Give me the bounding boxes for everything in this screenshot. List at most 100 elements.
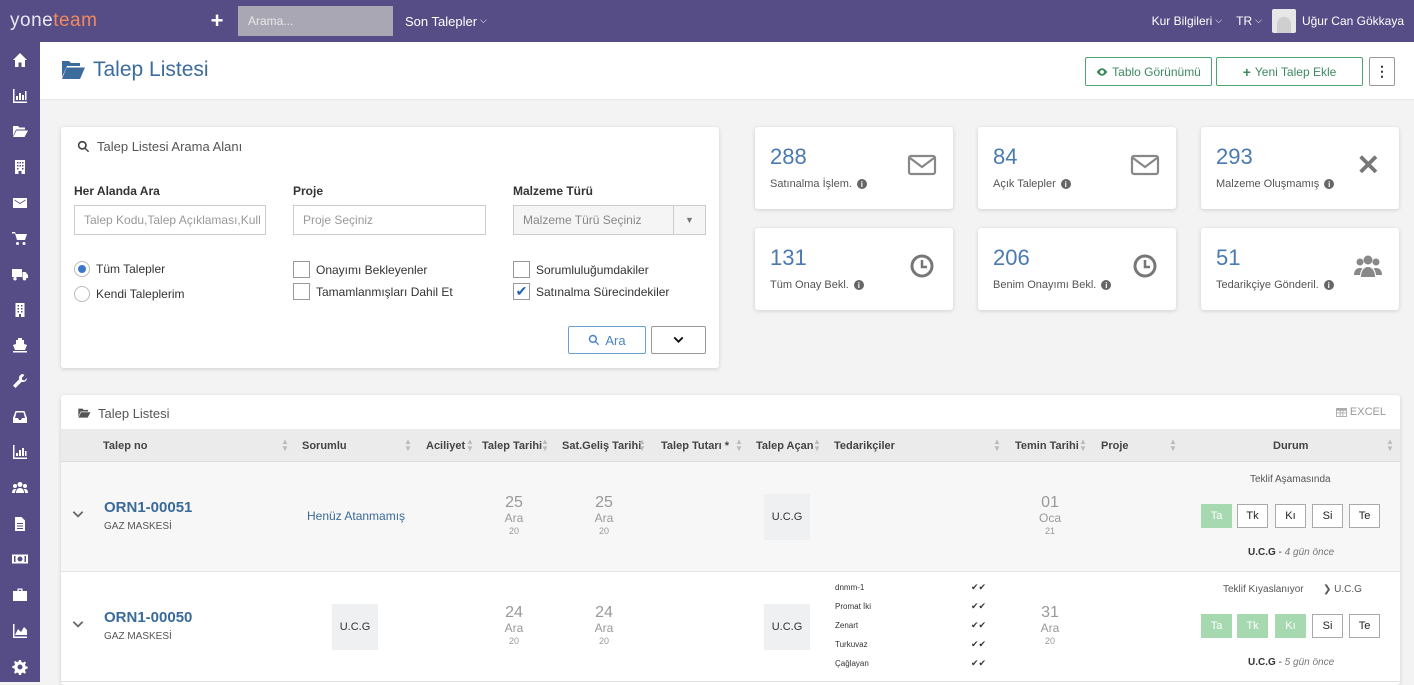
- any-field-search-input[interactable]: Talep Kodu,Talep Açıklaması,Kull: [74, 205, 266, 235]
- sort-icon[interactable]: ▲ ▼: [541, 437, 549, 453]
- col-suppliers[interactable]: Tedarikçiler: [834, 439, 895, 452]
- step-button-tk[interactable]: Tk: [1237, 504, 1268, 528]
- project-select[interactable]: Proje Seçiniz: [293, 205, 486, 235]
- col-amount[interactable]: Talep Tutarı *: [661, 439, 730, 452]
- sort-icon[interactable]: ▲ ▼: [466, 437, 474, 453]
- sort-icon[interactable]: ▲ ▼: [735, 437, 743, 453]
- sidebar-item-messages[interactable]: [0, 185, 40, 221]
- global-search-input[interactable]: Arama...: [238, 6, 393, 36]
- step-button-ki[interactable]: Kı: [1275, 504, 1306, 528]
- col-project[interactable]: Proje: [1101, 439, 1129, 452]
- table-view-button[interactable]: Tablo Görünümü: [1085, 57, 1212, 86]
- sidebar-item-requests[interactable]: [0, 113, 40, 149]
- status-next[interactable]: ❯ U.C.G: [1323, 584, 1362, 595]
- col-request-no[interactable]: Talep no: [103, 439, 148, 452]
- chevron-down-icon[interactable]: [71, 618, 85, 635]
- info-icon[interactable]: i: [1324, 179, 1335, 189]
- radio-my-requests[interactable]: Kendi Taleplerim: [74, 286, 185, 302]
- sidebar-item-companies[interactable]: [0, 149, 40, 185]
- sidebar-item-settings[interactable]: [0, 649, 40, 685]
- sidebar-item-projects[interactable]: [0, 577, 40, 613]
- step-button-si[interactable]: Si: [1312, 504, 1343, 528]
- sidebar-item-warehouses[interactable]: [0, 292, 40, 328]
- radio-checked[interactable]: [74, 261, 90, 277]
- logo[interactable]: yone team: [10, 10, 98, 31]
- step-button-te[interactable]: Te: [1349, 504, 1380, 528]
- stat-card-sent-to-supplier[interactable]: 51 Tedarikçiye Gönderil. i: [1201, 228, 1399, 310]
- recent-requests-menu[interactable]: Son Talepler ⌵: [405, 13, 487, 29]
- checkbox[interactable]: [293, 283, 310, 300]
- stat-card-open-requests[interactable]: 84 Açık Talepler i: [978, 127, 1176, 209]
- checkbox-awaiting-approval[interactable]: Onayımı Bekleyenler: [293, 261, 427, 278]
- info-icon[interactable]: i: [1323, 280, 1334, 290]
- chevron-down-icon[interactable]: [71, 508, 85, 525]
- table-row[interactable]: ORN1-00050 GAZ MASKESİ U.C.G 24 Ara 20 2…: [61, 572, 1400, 682]
- step-button-te[interactable]: Te: [1349, 614, 1380, 638]
- checkbox[interactable]: [513, 261, 530, 278]
- sort-icon[interactable]: ▲ ▼: [404, 437, 412, 453]
- radio-unchecked[interactable]: [74, 286, 90, 302]
- step-button-tk[interactable]: Tk: [1237, 614, 1268, 638]
- exchange-rates-menu[interactable]: Kur Bilgileri ⌵: [1151, 14, 1223, 28]
- sort-icon[interactable]: ▲ ▼: [993, 437, 1001, 453]
- new-request-button[interactable]: + Yeni Talep Ekle: [1216, 57, 1363, 86]
- stat-card-purchasing[interactable]: 288 Satınalma İşlem. i: [755, 127, 953, 209]
- checkbox-in-purchasing[interactable]: ✔ Satınalma Sürecindekiler: [513, 283, 669, 300]
- col-supply-date[interactable]: Temin Tarihi: [1015, 439, 1079, 452]
- stat-card-all-pending[interactable]: 131 Tüm Onay Bekl. i: [755, 228, 953, 310]
- avatar[interactable]: [1271, 9, 1296, 33]
- opener-badge[interactable]: U.C.G: [764, 494, 810, 540]
- sort-icon[interactable]: ▲ ▼: [1386, 437, 1394, 453]
- sort-icon[interactable]: ▲ ▼: [1079, 437, 1087, 453]
- step-button-ki[interactable]: Kı: [1275, 614, 1306, 638]
- step-button-si[interactable]: Si: [1312, 614, 1343, 638]
- sidebar-item-home[interactable]: [0, 42, 40, 78]
- sidebar-item-users[interactable]: [0, 470, 40, 506]
- material-type-select[interactable]: Malzeme Türü Seçiniz ▼: [513, 205, 706, 235]
- stat-card-my-pending[interactable]: 206 Benim Onayımı Bekl. i: [978, 228, 1176, 310]
- step-button-ta[interactable]: Ta: [1201, 614, 1232, 638]
- col-opener[interactable]: Talep Açan: [756, 439, 814, 452]
- sidebar-item-finance[interactable]: [0, 542, 40, 578]
- request-no-link[interactable]: ORN1-00050: [104, 609, 193, 626]
- sort-icon[interactable]: ▲ ▼: [638, 437, 646, 453]
- sidebar-item-dashboard[interactable]: [0, 78, 40, 114]
- responsible-badge[interactable]: U.C.G: [332, 604, 378, 650]
- responsible-unassigned[interactable]: Henüz Atanmamış: [307, 509, 406, 523]
- more-options-button[interactable]: ⋮: [1369, 57, 1395, 86]
- opener-badge[interactable]: U.C.G: [764, 604, 810, 650]
- language-menu[interactable]: TR ⌵: [1236, 14, 1262, 28]
- radio-all-requests[interactable]: Tüm Talepler: [74, 261, 165, 277]
- col-status[interactable]: Durum: [1273, 439, 1309, 452]
- checkbox-checked[interactable]: ✔: [513, 283, 530, 300]
- sidebar-item-inbox[interactable]: [0, 399, 40, 435]
- checkbox-include-completed[interactable]: Tamamlanmışları Dahil Et: [293, 283, 453, 300]
- info-icon[interactable]: i: [1060, 179, 1071, 189]
- sidebar-item-shipping[interactable]: [0, 256, 40, 292]
- sidebar-item-reports[interactable]: [0, 435, 40, 471]
- step-button-ta[interactable]: Ta: [1201, 504, 1232, 528]
- search-button[interactable]: Ara: [568, 326, 646, 354]
- info-icon[interactable]: i: [853, 280, 864, 290]
- sort-icon[interactable]: ▲ ▼: [1169, 437, 1177, 453]
- info-icon[interactable]: i: [1101, 280, 1112, 290]
- sort-icon[interactable]: ▲ ▼: [281, 437, 289, 453]
- stat-card-no-material[interactable]: 293 Malzeme Oluşmamış i: [1201, 127, 1399, 209]
- sort-icon[interactable]: ▲ ▼: [813, 437, 821, 453]
- col-request-date[interactable]: Talep Tarihi: [482, 439, 543, 452]
- sidebar-item-documents[interactable]: [0, 506, 40, 542]
- col-responsible[interactable]: Sorumlu: [302, 439, 347, 452]
- checkbox[interactable]: [293, 261, 310, 278]
- sidebar-item-cart[interactable]: [0, 220, 40, 256]
- col-arrival-date[interactable]: Sat.Geliş Tarihi: [562, 439, 642, 452]
- info-icon[interactable]: i: [856, 179, 867, 189]
- sidebar-item-analytics[interactable]: [0, 613, 40, 649]
- sidebar-item-tools[interactable]: [0, 363, 40, 399]
- excel-export-button[interactable]: EXCEL: [1336, 406, 1386, 418]
- checkbox-my-responsibility[interactable]: Sorumluluğumdakiler: [513, 261, 649, 278]
- col-urgency[interactable]: Aciliyet: [426, 439, 466, 452]
- user-name[interactable]: Uğur Can Gökkaya: [1301, 14, 1404, 28]
- add-icon[interactable]: +: [210, 8, 224, 33]
- request-no-link[interactable]: ORN1-00051: [104, 499, 193, 516]
- sidebar-item-logistics[interactable]: [0, 328, 40, 364]
